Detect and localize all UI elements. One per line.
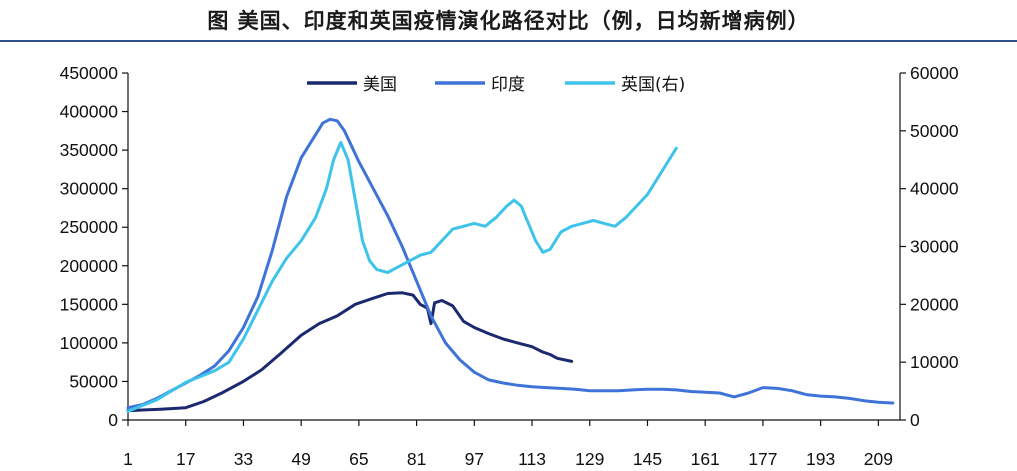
x-tick-label: 145 [633, 449, 662, 469]
series-line-0 [126, 291, 574, 413]
title-bar: 图 美国、印度和英国疫情演化路径对比（例，日均新增病例） [0, 0, 1017, 42]
series-layer [126, 117, 895, 413]
left-y-tick-label: 350000 [60, 140, 119, 160]
x-tick-label: 129 [575, 449, 604, 469]
legend: 美国 印度 英国(右) [307, 75, 685, 95]
x-tick-label: 177 [748, 449, 777, 469]
right-y-tick-label: 20000 [910, 294, 959, 314]
left-y-tick-label: 250000 [60, 217, 119, 237]
left-y-tick-label: 200000 [60, 256, 119, 276]
right-y-tick-label: 0 [910, 410, 920, 430]
left-y-tick-label: 300000 [60, 179, 119, 199]
x-tick-label: 33 [234, 449, 253, 469]
legend-label-0: 美国 [363, 75, 397, 95]
right-y-tick-label: 30000 [910, 237, 959, 257]
right-y-tick-label: 60000 [910, 63, 959, 83]
left-y-tick-label: 100000 [60, 333, 119, 353]
x-tick-label: 81 [407, 449, 426, 469]
x-tick-label: 17 [176, 449, 195, 469]
x-tick-label: 1 [123, 449, 133, 469]
chart-axes: 0500001000001500002000002500003000003500… [60, 63, 959, 469]
legend-label-2: 英国(右) [621, 75, 685, 95]
x-tick-label: 65 [349, 449, 368, 469]
line-chart: 0500001000001500002000002500003000003500… [60, 63, 959, 469]
left-y-tick-label: 50000 [69, 371, 118, 391]
x-tick-label: 209 [864, 449, 893, 469]
series-line-2 [126, 140, 678, 413]
series-line-1 [126, 117, 895, 410]
left-y-tick-label: 400000 [60, 102, 119, 122]
x-tick-label: 113 [518, 449, 546, 469]
right-y-tick-label: 50000 [910, 121, 959, 141]
left-y-tick-label: 0 [108, 410, 118, 430]
x-tick-label: 193 [806, 449, 835, 469]
right-y-tick-label: 10000 [910, 352, 959, 372]
x-tick-label: 161 [691, 449, 720, 469]
chart-title: 图 美国、印度和英国疫情演化路径对比（例，日均新增病例） [207, 9, 810, 33]
right-y-tick-label: 40000 [910, 179, 959, 199]
legend-label-1: 印度 [491, 75, 525, 95]
x-tick-label: 49 [291, 449, 310, 469]
left-y-tick-label: 450000 [60, 63, 119, 83]
x-tick-label: 97 [465, 449, 484, 469]
left-y-tick-label: 150000 [60, 294, 119, 314]
